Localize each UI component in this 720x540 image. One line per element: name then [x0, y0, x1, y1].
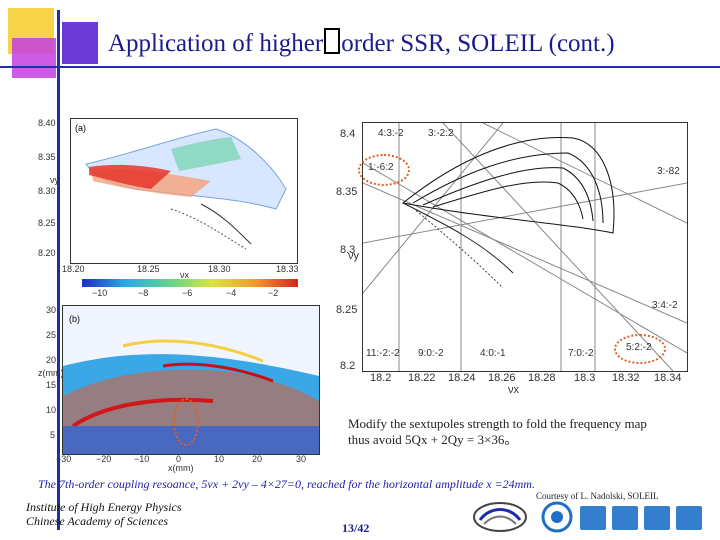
plot-b-xtick-6: 20: [252, 454, 263, 464]
plot-a-xlabel: νx: [180, 270, 189, 280]
plot-b-xtick-3: −10: [134, 454, 150, 464]
resonance-label-9: 7:0:-2: [568, 348, 594, 359]
institute-name: Institute of High Energy Physics Chinese…: [26, 500, 182, 528]
highlight-circle-2: [614, 334, 666, 364]
plot-b-xtick-2: −20: [96, 454, 112, 464]
institute-line-1: Institute of High Energy Physics: [26, 500, 182, 514]
plot-a-ytick-4: 8.25: [38, 218, 56, 228]
plot-a-xtick-1: 18.20: [62, 264, 85, 274]
plot-b-xtick-7: 30: [296, 454, 307, 464]
plot-right-resonance-diagram: [362, 122, 688, 372]
resonance-label-3: 1:-6:2: [368, 162, 394, 173]
plot-right-xtick-1: 18.2: [370, 372, 392, 384]
plot-b-ytick-3: 20: [46, 355, 57, 365]
resonance-label-5: 3:4:-2: [652, 300, 678, 311]
plot-right-xtick-7: 18.32: [612, 372, 640, 384]
resonance-label-7: 9:0:-2: [418, 348, 444, 359]
decor-square-magenta: [12, 38, 56, 78]
plot-a-label: (a): [75, 123, 86, 133]
plot-b-xtick-1: −30: [56, 454, 72, 464]
plot-a-ylabel: νy: [50, 175, 59, 185]
plot-right-xtick-3: 18.24: [448, 372, 476, 384]
plot-b-xtick-5: 10: [214, 454, 225, 464]
sextupole-note-line-1: Modify the sextupoles strength to fold t…: [348, 416, 647, 431]
plot-a-xtick-3: 18.30: [208, 264, 231, 274]
title-part-1: Application of higher: [108, 30, 324, 57]
resonance-label-10: 5:2:-2: [626, 342, 652, 353]
plot-a-xtick-2: 18.25: [137, 264, 160, 274]
sextupole-note: Modify the sextupoles strength to fold t…: [348, 416, 698, 448]
plot-b-xtick-4: 0: [176, 454, 182, 464]
plot-b-xlabel: x(mm): [168, 463, 194, 473]
resonance-caption: The 7th-order coupling resoance, 5νx + 2…: [38, 477, 535, 491]
plot-a-frequency-map: (a): [70, 118, 298, 264]
plot-b-ytick-4: 15: [46, 380, 57, 390]
resonance-label-6: 11:-2:-2: [366, 348, 400, 359]
plot-right-ytick-5: 8.2: [340, 360, 356, 372]
plot-right-xlabel: νx: [508, 384, 519, 396]
plot-right-ytick-2: 8.35: [336, 186, 358, 198]
plot-a-ytick-3: 8.30: [38, 186, 56, 196]
courtesy-credit: Courtesy of L. Nadolski, SOLEIL: [536, 491, 659, 501]
missing-glyph-icon: [324, 28, 341, 54]
page-number: 13/42: [342, 521, 370, 535]
highlight-circle-b: [173, 398, 199, 446]
plot-b-label: (b): [69, 314, 80, 324]
plot-right-ytick-4: 8.25: [336, 304, 358, 316]
plot-a-ytick-2: 8.35: [38, 152, 56, 162]
colorbar-tick-4: −4: [226, 288, 237, 298]
colorbar-tick-1: −10: [92, 288, 108, 298]
plot-a-scatter: [85, 128, 287, 250]
highlight-circle-1: [358, 154, 410, 186]
slide-title: Application of higher order SSR, SOLEIL (…: [108, 28, 615, 58]
plot-right-xtick-5: 18.28: [528, 372, 556, 384]
decor-horizontal-line: [0, 66, 720, 68]
plot-right-xtick-8: 18.34: [654, 372, 682, 384]
plot-right-ytick-3: 8.3: [340, 244, 356, 256]
title-part-2: order SSR, SOLEIL (cont.): [341, 30, 615, 57]
plot-right-xtick-4: 18.26: [488, 372, 516, 384]
institute-line-2: Chinese Academy of Sciences: [26, 514, 169, 528]
colorbar-tick-2: −8: [138, 288, 149, 298]
colorbar-tick-5: −2: [268, 288, 279, 298]
resonance-label-2: 3:-2:2: [428, 128, 454, 139]
plot-right-ytick-1: 8.4: [340, 128, 356, 140]
plot-right-svg: [362, 122, 688, 372]
plot-a-ytick-1: 8.40: [38, 118, 56, 128]
ihep-logo-icon: [473, 502, 527, 532]
colorbar: [82, 279, 298, 287]
decor-square-purple: [62, 22, 98, 64]
plot-right-xtick-6: 18.3: [574, 372, 596, 384]
plot-b-ytick-2: 25: [46, 330, 57, 340]
cas-logo-icon: [541, 501, 702, 533]
plot-a-svg: (a): [75, 123, 287, 250]
decor-vertical-line: [57, 10, 60, 530]
plot-a-ytick-5: 8.20: [38, 248, 56, 258]
sextupole-note-line-2: thus avoid 5Qx + 2Qy = 3×36。: [348, 432, 518, 447]
plot-b-ytick-1: 30: [46, 305, 57, 315]
plot-b-ytick-5: 10: [46, 405, 57, 415]
plot-right-xtick-2: 18.22: [408, 372, 436, 384]
plot-a-xtick-4: 18.33: [276, 264, 299, 274]
plot-b-ytick-6: 5: [50, 430, 56, 440]
plot-right-ylabel: νy: [348, 250, 359, 262]
resonance-label-4: 3:-82: [657, 166, 680, 177]
resonance-label-1: 4:3:-2: [378, 128, 404, 139]
colorbar-tick-3: −6: [182, 288, 193, 298]
resonance-label-8: 4:0:-1: [480, 348, 506, 359]
plot-b-ylabel: z(mm): [38, 368, 64, 378]
